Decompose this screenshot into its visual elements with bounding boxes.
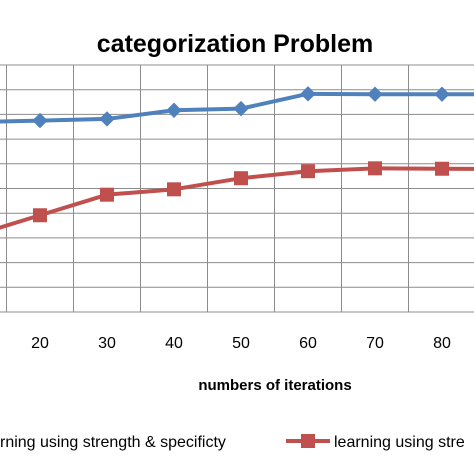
- x-axis-title: numbers of iterations: [198, 377, 351, 394]
- series-layer: [0, 86, 474, 230]
- data-point: [234, 171, 248, 186]
- data-point: [32, 112, 48, 129]
- x-tick-label: 40: [165, 335, 183, 352]
- series-2: [0, 161, 474, 230]
- data-point: [300, 86, 316, 102]
- data-point: [33, 208, 47, 223]
- x-tick-label: 80: [433, 335, 451, 352]
- data-point: [233, 100, 249, 117]
- data-point: [301, 164, 315, 179]
- legend-marker: [301, 434, 315, 448]
- series-1: [0, 86, 474, 129]
- x-tick-label: 20: [31, 335, 49, 352]
- data-point: [368, 161, 382, 176]
- x-tick-label: 50: [232, 335, 250, 352]
- data-point: [99, 111, 115, 127]
- x-tick-label: 60: [299, 335, 317, 352]
- data-point: [100, 187, 114, 202]
- legend: rning using strength & specificty learnin…: [0, 434, 465, 451]
- chart-title: categorization Problem: [97, 30, 373, 58]
- data-point: [167, 182, 181, 197]
- x-tick-labels: 20 30 40 50 60 70 80: [31, 335, 451, 352]
- gridlines: [0, 64, 474, 313]
- legend-label: learning using stre: [334, 434, 465, 451]
- x-tick-label: 30: [98, 335, 116, 352]
- x-tick-label: 70: [366, 335, 384, 352]
- data-point: [166, 102, 182, 118]
- data-point: [434, 86, 450, 102]
- data-point: [435, 161, 449, 176]
- legend-label: rning using strength & specificty: [0, 434, 226, 451]
- data-point: [367, 86, 383, 102]
